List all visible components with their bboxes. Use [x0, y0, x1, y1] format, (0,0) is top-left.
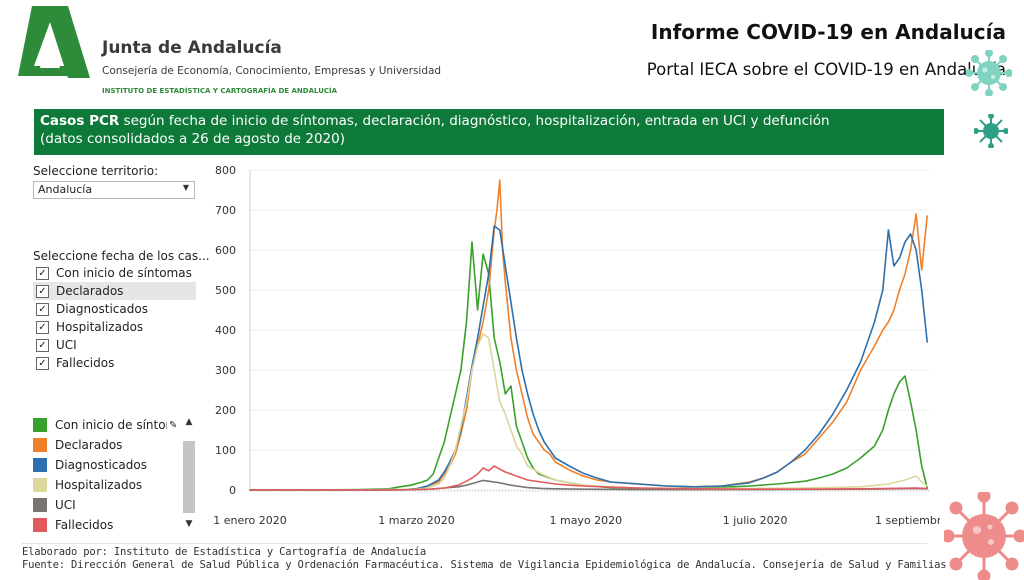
banner-bold: Casos PCR	[40, 113, 120, 129]
legend-label: Declarados	[55, 438, 123, 452]
legend-item[interactable]: Diagnosticados	[33, 455, 198, 475]
series-line-fallecidos	[249, 465, 929, 491]
virus-icon	[974, 114, 1008, 148]
org-department: Consejería de Economía, Conocimiento, Em…	[102, 65, 442, 77]
dropdown-arrow-icon: ▼	[182, 183, 189, 192]
legend-item[interactable]: Hospitalizados	[33, 475, 198, 495]
scroll-down-icon[interactable]: ▼	[185, 519, 193, 529]
y-tick-label: 500	[215, 284, 236, 297]
footer-credit: Elaborado por: Instituto de Estadística …	[22, 546, 427, 558]
series-line-con-inicio-de-s-ntomas	[249, 241, 929, 491]
x-tick-label: 1 septiembre 2020	[875, 514, 940, 527]
legend-item[interactable]: Con inicio de síntomas✎	[33, 415, 198, 435]
banner-date: (datos consolidados a 26 de agosto de 20…	[40, 131, 345, 147]
legend-label: Fallecidos	[55, 518, 114, 532]
banner-text: según fecha de inicio de síntomas, decla…	[119, 113, 830, 129]
territory-select[interactable]: Andalucía ▼	[33, 181, 195, 199]
checkbox-checked-icon[interactable]: ✓	[36, 302, 49, 316]
legend-swatch	[33, 458, 47, 472]
checkbox-row-hospitalizados[interactable]: ✓ Hospitalizados	[33, 318, 196, 336]
legend-swatch	[33, 418, 47, 432]
legend-scrollbar[interactable]: ▲ ▼	[182, 417, 196, 531]
legend-label: Hospitalizados	[55, 478, 143, 492]
edit-icon[interactable]: ✎	[169, 419, 178, 431]
date-type-checklist: ✓ Con inicio de síntomas ✓ Declarados ✓ Dia…	[33, 264, 196, 372]
checkbox-checked-icon[interactable]: ✓	[36, 338, 49, 352]
legend-swatch	[33, 438, 47, 452]
page-subtitle: Portal IECA sobre el COVID-19 en Andaluc…	[646, 60, 1006, 79]
page-title: Informe COVID-19 en Andalucía	[650, 20, 1006, 44]
org-institute: INSTITUTO DE ESTADÍSTICA Y CARTOGRAFÍA D…	[102, 87, 338, 95]
legend-swatch	[33, 518, 47, 532]
y-tick-label: 600	[215, 244, 236, 257]
y-tick-label: 400	[215, 324, 236, 337]
scrollbar-thumb[interactable]	[183, 441, 195, 513]
chart-title-banner: Casos PCR según fecha de inicio de sínto…	[34, 109, 944, 155]
checkbox-label: Declarados	[56, 284, 124, 298]
series-line-declarados	[249, 179, 929, 491]
checkbox-checked-icon[interactable]: ✓	[36, 320, 49, 334]
checkbox-checked-icon[interactable]: ✓	[36, 284, 49, 298]
footer-divider	[22, 543, 927, 544]
checkbox-checked-icon[interactable]: ✓	[36, 266, 49, 280]
y-tick-label: 800	[215, 164, 236, 177]
checkbox-row-diagnosticados[interactable]: ✓ Diagnosticados	[33, 300, 196, 318]
y-tick-label: 700	[215, 204, 236, 217]
legend-label: Diagnosticados	[55, 458, 147, 472]
date-type-label: Seleccione fecha de los cas...	[33, 249, 210, 263]
y-tick-label: 300	[215, 364, 236, 377]
x-tick-label: 1 marzo 2020	[378, 514, 454, 527]
org-name: Junta de Andalucía	[102, 38, 282, 58]
x-tick-label: 1 julio 2020	[723, 514, 788, 527]
legend-item[interactable]: Declarados	[33, 435, 198, 455]
legend-swatch	[33, 498, 47, 512]
checkbox-label: Diagnosticados	[56, 302, 148, 316]
legend-item[interactable]: UCI	[33, 495, 198, 515]
checkbox-label: Hospitalizados	[56, 320, 144, 334]
checkbox-label: Con inicio de síntomas	[56, 266, 192, 280]
checkbox-row-sintomas[interactable]: ✓ Con inicio de síntomas	[33, 264, 196, 282]
virus-icon	[966, 50, 1012, 96]
line-chart: 0 100 200 300 400 500 600 700 800 1 enero 2020 1 m…	[213, 164, 940, 527]
chart-legend: Con inicio de síntomas✎ Declarados Diagn…	[33, 415, 198, 533]
legend-label: UCI	[55, 498, 76, 512]
series-line-hospitalizados	[249, 333, 929, 491]
footer-source: Fuente: Dirección General de Salud Públi…	[22, 559, 947, 571]
virus-icon	[944, 492, 1024, 580]
y-tick-label: 200	[215, 404, 236, 417]
territory-label: Seleccione territorio:	[33, 164, 159, 178]
x-tick-label: 1 enero 2020	[213, 514, 287, 527]
x-tick-label: 1 mayo 2020	[549, 514, 622, 527]
checkbox-row-uci[interactable]: ✓ UCI	[33, 336, 196, 354]
checkbox-label: UCI	[56, 338, 77, 352]
legend-label: Con inicio de síntomas	[55, 418, 167, 432]
checkbox-checked-icon[interactable]: ✓	[36, 356, 49, 370]
junta-andalucia-logo	[18, 6, 90, 78]
checkbox-row-declarados[interactable]: ✓ Declarados	[33, 282, 196, 300]
scroll-up-icon[interactable]: ▲	[185, 417, 193, 427]
checkbox-label: Fallecidos	[56, 356, 115, 370]
checkbox-row-fallecidos[interactable]: ✓ Fallecidos	[33, 354, 196, 372]
y-tick-label: 100	[215, 444, 236, 457]
legend-swatch	[33, 478, 47, 492]
y-tick-label: 0	[229, 484, 236, 497]
legend-item[interactable]: Fallecidos	[33, 515, 198, 535]
territory-value: Andalucía	[38, 183, 93, 196]
